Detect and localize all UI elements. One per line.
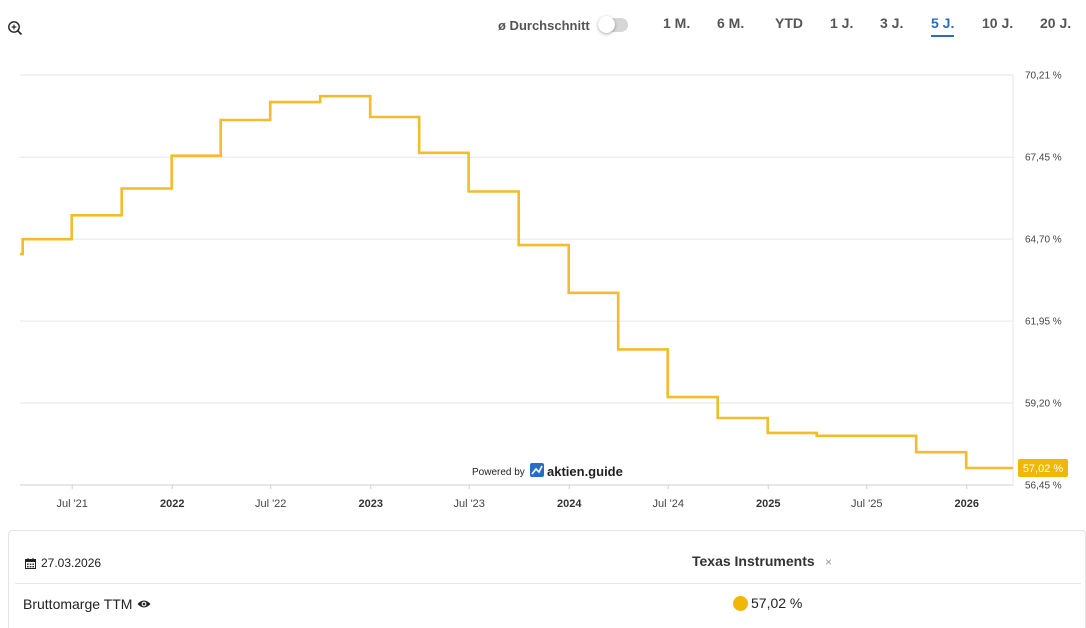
y-tick-label: 70,21 % bbox=[1025, 71, 1062, 82]
y-axis-ticks: 70,21 % 67,45 % 64,70 % 61,95 % 59,20 % 56,45… bbox=[1025, 71, 1062, 492]
x-tick-label: 2026 bbox=[955, 498, 979, 510]
x-tick-label: Jul '25 bbox=[851, 498, 882, 510]
range-tab-1[interactable]: 6 M. bbox=[717, 15, 744, 35]
average-toggle[interactable] bbox=[600, 18, 628, 32]
toggle-knob bbox=[598, 16, 615, 33]
tooltip-metric: Bruttomarge TTM bbox=[23, 596, 151, 612]
current-value-badge: 57,02 % bbox=[1018, 459, 1068, 477]
x-tick-label: Jul '21 bbox=[56, 498, 87, 510]
aktien-guide-logo-icon bbox=[530, 463, 544, 477]
tooltip-divider bbox=[15, 583, 1081, 584]
series-line-0 bbox=[20, 96, 1013, 468]
x-tick-label: Jul '23 bbox=[453, 498, 484, 510]
chart-toolbar: ø Durchschnitt 1 M. 6 M. YTD 1 J. 3 J. 5 J. 10… bbox=[0, 0, 1086, 50]
range-tab-5[interactable]: 5 J. bbox=[931, 15, 954, 37]
range-tab-7[interactable]: 20 J. bbox=[1040, 15, 1071, 35]
range-tab-2[interactable]: YTD bbox=[775, 15, 803, 35]
series-layer bbox=[20, 96, 1013, 468]
grid-lines bbox=[20, 75, 1013, 485]
metric-label: Bruttomarge TTM bbox=[23, 596, 132, 612]
range-tab-0[interactable]: 1 M. bbox=[663, 15, 690, 35]
x-tick-label: Jul '22 bbox=[255, 498, 286, 510]
y-tick-label: 67,45 % bbox=[1025, 153, 1062, 164]
y-tick-label: 64,70 % bbox=[1025, 235, 1062, 246]
powered-by-text: Powered by bbox=[472, 467, 525, 478]
x-axis-ticks: Jul '21 2022 Jul '22 2023 Jul '23 2024 Jul '24… bbox=[56, 485, 979, 510]
x-tick-label: 2024 bbox=[557, 498, 582, 510]
x-tick-label: 2025 bbox=[756, 498, 780, 510]
calendar-icon bbox=[25, 558, 36, 569]
gross-margin-chart: 70,21 % 67,45 % 64,70 % 61,95 % 59,20 % 56,45… bbox=[0, 50, 1086, 520]
y-tick-label: 59,20 % bbox=[1025, 399, 1062, 410]
tooltip-value-text: 57,02 % bbox=[751, 595, 802, 611]
zoom-in-icon[interactable] bbox=[7, 20, 23, 36]
x-tick-label: Jul '24 bbox=[652, 498, 683, 510]
current-value-label: 57,02 % bbox=[1023, 463, 1064, 475]
average-label: ø Durchschnitt bbox=[498, 18, 590, 33]
close-icon[interactable]: × bbox=[825, 555, 832, 569]
tooltip-company: Texas Instruments bbox=[692, 553, 815, 569]
tooltip-value: 57,02 % bbox=[733, 595, 802, 611]
y-tick-label: 61,95 % bbox=[1025, 317, 1062, 328]
tooltip-date-text: 27.03.2026 bbox=[41, 556, 101, 570]
tooltip-date: 27.03.2026 bbox=[25, 556, 101, 570]
y-tick-label: 56,45 % bbox=[1025, 481, 1062, 492]
powered-by: Powered by aktien.guide bbox=[472, 463, 623, 479]
tooltip-panel: 27.03.2026 Texas Instruments × Bruttomar… bbox=[8, 530, 1086, 628]
range-tab-3[interactable]: 1 J. bbox=[830, 15, 853, 35]
brand-name: aktien.guide bbox=[547, 464, 623, 479]
x-tick-label: 2023 bbox=[359, 498, 383, 510]
x-tick-label: 2022 bbox=[160, 498, 184, 510]
eye-icon[interactable] bbox=[137, 599, 151, 609]
range-tab-4[interactable]: 3 J. bbox=[880, 15, 903, 35]
series-color-dot bbox=[733, 596, 748, 611]
range-tab-6[interactable]: 10 J. bbox=[982, 15, 1013, 35]
average-toggle-group: ø Durchschnitt bbox=[498, 15, 628, 35]
